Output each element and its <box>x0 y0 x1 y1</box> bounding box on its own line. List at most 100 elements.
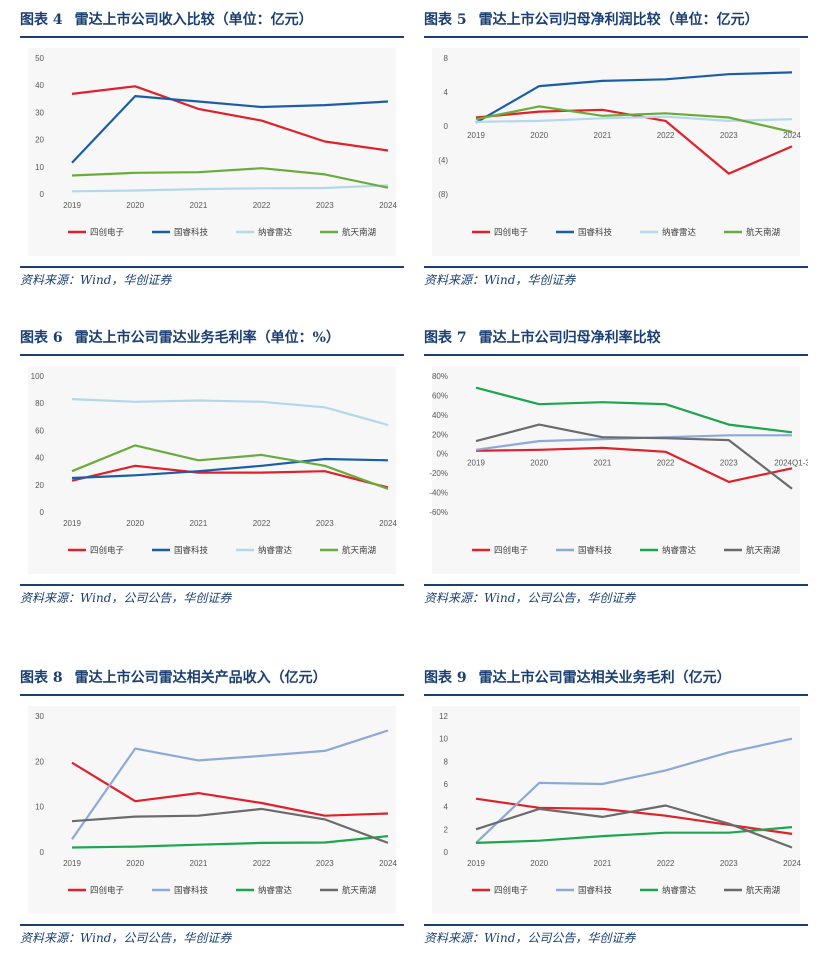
series-line <box>475 826 793 844</box>
y-tick-label: 0 <box>40 190 45 199</box>
figure-title-text: 雷达上市公司归母净利润比较（单位：亿元） <box>478 12 759 28</box>
x-tick-label: 2020 <box>530 459 548 468</box>
legend-label: 国睿科技 <box>174 885 209 896</box>
y-tick-label: -60% <box>429 508 448 517</box>
figure-label: 图表 8 <box>20 670 63 686</box>
legend-label: 四创电子 <box>494 885 529 896</box>
x-tick-label: 2022 <box>253 859 271 868</box>
legend-label: 国睿科技 <box>174 227 209 238</box>
y-tick-label: 20 <box>35 136 44 145</box>
x-tick-label: 2020 <box>126 201 144 210</box>
series-line <box>71 167 389 189</box>
y-tick-label: 2 <box>444 825 449 834</box>
y-tick-label: 60 <box>35 426 44 435</box>
y-tick-label: 80 <box>35 399 44 408</box>
series-line <box>71 457 389 480</box>
series-line <box>475 71 793 124</box>
x-tick-label: 2019 <box>63 201 81 210</box>
legend-label: 纳睿雷达 <box>258 227 293 238</box>
series-line <box>475 804 793 849</box>
figure-label: 图表 5 <box>424 12 467 28</box>
plot-background <box>28 48 396 256</box>
x-tick-label: 2022 <box>657 131 675 140</box>
line-chart: 0 20 40 60 80 100 2019 2020 2021 2022 2023 2024 四创电子… <box>28 366 397 574</box>
x-tick-label: 2019 <box>467 859 485 868</box>
legend-label: 四创电子 <box>90 885 125 896</box>
y-tick-label: 0 <box>444 122 449 131</box>
y-tick-label: 12 <box>439 712 448 721</box>
chart-area: 0 2 4 6 8 10 12 2019 2020 2021 2022 2023 2024 四创电子 国睿科… <box>424 702 808 918</box>
x-tick-label: 2021 <box>594 859 612 868</box>
y-tick-label: 0 <box>40 508 45 517</box>
series-line <box>71 807 389 844</box>
plot-background <box>28 706 396 914</box>
x-tick-label: 2020 <box>126 519 144 528</box>
series-line <box>475 446 793 484</box>
y-tick-label: 50 <box>35 54 44 63</box>
chart-title: 图表 8 雷达上市公司雷达相关产品收入（亿元） <box>20 658 404 696</box>
y-tick-label: 10 <box>35 803 44 812</box>
legend-label: 纳睿雷达 <box>258 885 293 896</box>
series-line <box>475 386 793 434</box>
y-tick-label: 10 <box>439 735 448 744</box>
x-tick-label: 2021 <box>594 459 612 468</box>
y-tick-label: 30 <box>35 712 44 721</box>
chart-panel-net-margin: 图表 7 雷达上市公司归母净利率比较 -60% -40% -20% 0% 20% 40% 60… <box>424 318 808 610</box>
source-note: 资料来源：Wind，公司公告，华创证券 <box>20 924 404 952</box>
x-tick-label: 2020 <box>530 859 548 868</box>
chart-panel-income: 图表 4 雷达上市公司收入比较（单位：亿元） 0 10 20 30 40 50 2019 202… <box>20 0 404 292</box>
legend-label: 四创电子 <box>494 227 529 238</box>
chart-area: -60% -40% -20% 0% 20% 40% 60% 80% 2019 2020 2021 20… <box>424 362 808 578</box>
source-note: 资料来源：Wind，华创证券 <box>20 266 404 294</box>
x-tick-label: 2023 <box>316 859 334 868</box>
legend-label: 航天南湖 <box>746 545 780 556</box>
y-tick-label: 40 <box>35 81 44 90</box>
chart-title: 图表 6 雷达上市公司雷达业务毛利率（单位：%） <box>20 318 404 356</box>
figure-label: 图表 9 <box>424 670 467 686</box>
legend-label: 航天南湖 <box>746 885 780 896</box>
y-tick-label: 8 <box>444 757 449 766</box>
series-line <box>71 835 389 849</box>
x-tick-label: 2019 <box>63 519 81 528</box>
chart-area: (8) (4) 0 4 8 2019 2020 2021 2022 2023 2024 四创电子 国睿科… <box>424 44 808 260</box>
chart-area: 0 20 40 60 80 100 2019 2020 2021 2022 2023 2024 四创电子… <box>20 362 404 578</box>
source-note: 资料来源：Wind，公司公告，华创证券 <box>424 924 808 952</box>
y-tick-label: 60% <box>432 391 448 400</box>
figure-title-text: 雷达上市公司雷达相关产品收入（亿元） <box>74 670 327 686</box>
legend-label: 纳睿雷达 <box>662 885 697 896</box>
x-tick-label: 2023 <box>316 519 334 528</box>
legend-label: 纳睿雷达 <box>258 545 293 556</box>
x-tick-label: 2022 <box>253 201 271 210</box>
y-tick-label: 20 <box>35 481 44 490</box>
line-chart: (8) (4) 0 4 8 2019 2020 2021 2022 2023 2024 四创电子 国睿科… <box>432 48 801 256</box>
series-line <box>475 423 793 490</box>
legend-label: 纳睿雷达 <box>662 545 697 556</box>
series-line <box>475 105 793 134</box>
chart-title: 图表 9 雷达上市公司雷达相关业务毛利（亿元） <box>424 658 808 696</box>
chart-area: 0 10 20 30 2019 2020 2021 2022 2023 2024 四创电子 国睿科技 纳… <box>20 702 404 918</box>
x-tick-label: 2019 <box>467 459 485 468</box>
series-line <box>71 94 389 164</box>
legend-label: 国睿科技 <box>578 885 613 896</box>
chart-area: 0 10 20 30 40 50 2019 2020 2021 2022 2023 2024 四创电子 国… <box>20 44 404 260</box>
legend-label: 四创电子 <box>90 227 125 238</box>
figure-title-text: 雷达上市公司雷达业务毛利率（单位：%） <box>74 330 340 346</box>
y-tick-label: 20% <box>432 430 448 439</box>
x-tick-label: 2024 <box>783 131 801 140</box>
series-line <box>71 444 389 490</box>
y-tick-label: 80% <box>432 372 448 381</box>
series-line <box>71 398 389 427</box>
series-line <box>71 184 389 193</box>
x-tick-label: 2024 <box>783 859 801 868</box>
x-tick-label: 2021 <box>594 131 612 140</box>
chart-panel-radar-revenue: 图表 8 雷达上市公司雷达相关产品收入（亿元） 0 10 20 30 2019 2020 20… <box>20 658 404 950</box>
x-tick-label: 2020 <box>126 859 144 868</box>
chart-panel-gross-margin: 图表 6 雷达上市公司雷达业务毛利率（单位：%） 0 20 40 60 80 100 2019… <box>20 318 404 610</box>
legend-label: 四创电子 <box>494 545 529 556</box>
line-chart: 0 10 20 30 40 50 2019 2020 2021 2022 2023 2024 四创电子 国… <box>28 48 397 256</box>
series-line <box>475 737 793 844</box>
line-chart: 0 2 4 6 8 10 12 2019 2020 2021 2022 2023 2024 四创电子 国睿科… <box>432 706 801 914</box>
legend-label: 航天南湖 <box>342 885 376 896</box>
x-tick-label: 2021 <box>190 859 208 868</box>
x-tick-label: 2023 <box>720 459 738 468</box>
